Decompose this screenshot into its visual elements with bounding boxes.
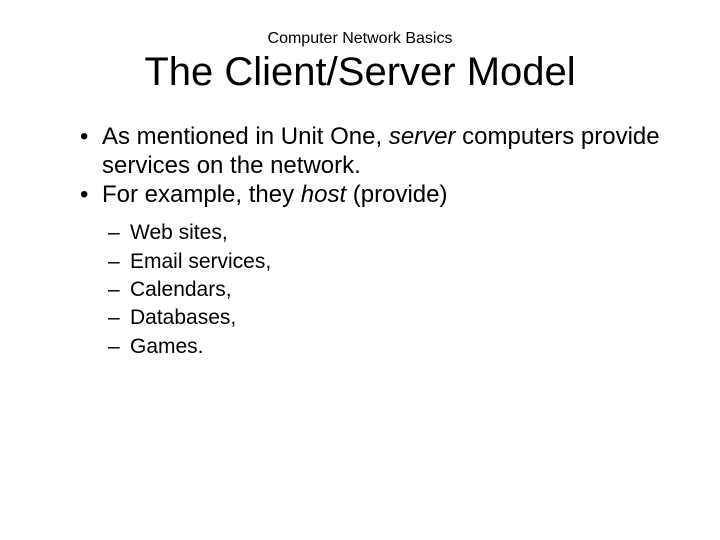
slide-title: The Client/Server Model: [60, 50, 660, 95]
slide-container: Computer Network Basics The Client/Serve…: [0, 0, 720, 540]
bullet-text-pre: As mentioned in Unit One,: [102, 123, 389, 150]
bullet-item: As mentioned in Unit One, server compute…: [80, 123, 660, 181]
bullet-text-italic: host: [301, 181, 346, 208]
subbullet-item: Web sites,: [108, 219, 660, 247]
subbullet-item: Calendars,: [108, 276, 660, 304]
subbullet-list: Web sites, Email services, Calendars, Da…: [60, 219, 660, 361]
bullet-item: For example, they host (provide): [80, 181, 660, 210]
subbullet-item: Email services,: [108, 248, 660, 276]
bullet-list: As mentioned in Unit One, server compute…: [60, 123, 660, 209]
bullet-text-italic: server: [389, 123, 456, 150]
bullet-text-pre: For example, they: [102, 181, 301, 208]
slide-subtitle: Computer Network Basics: [60, 30, 660, 48]
bullet-text-post: (provide): [346, 181, 447, 208]
subbullet-item: Databases,: [108, 304, 660, 332]
subbullet-item: Games.: [108, 333, 660, 361]
